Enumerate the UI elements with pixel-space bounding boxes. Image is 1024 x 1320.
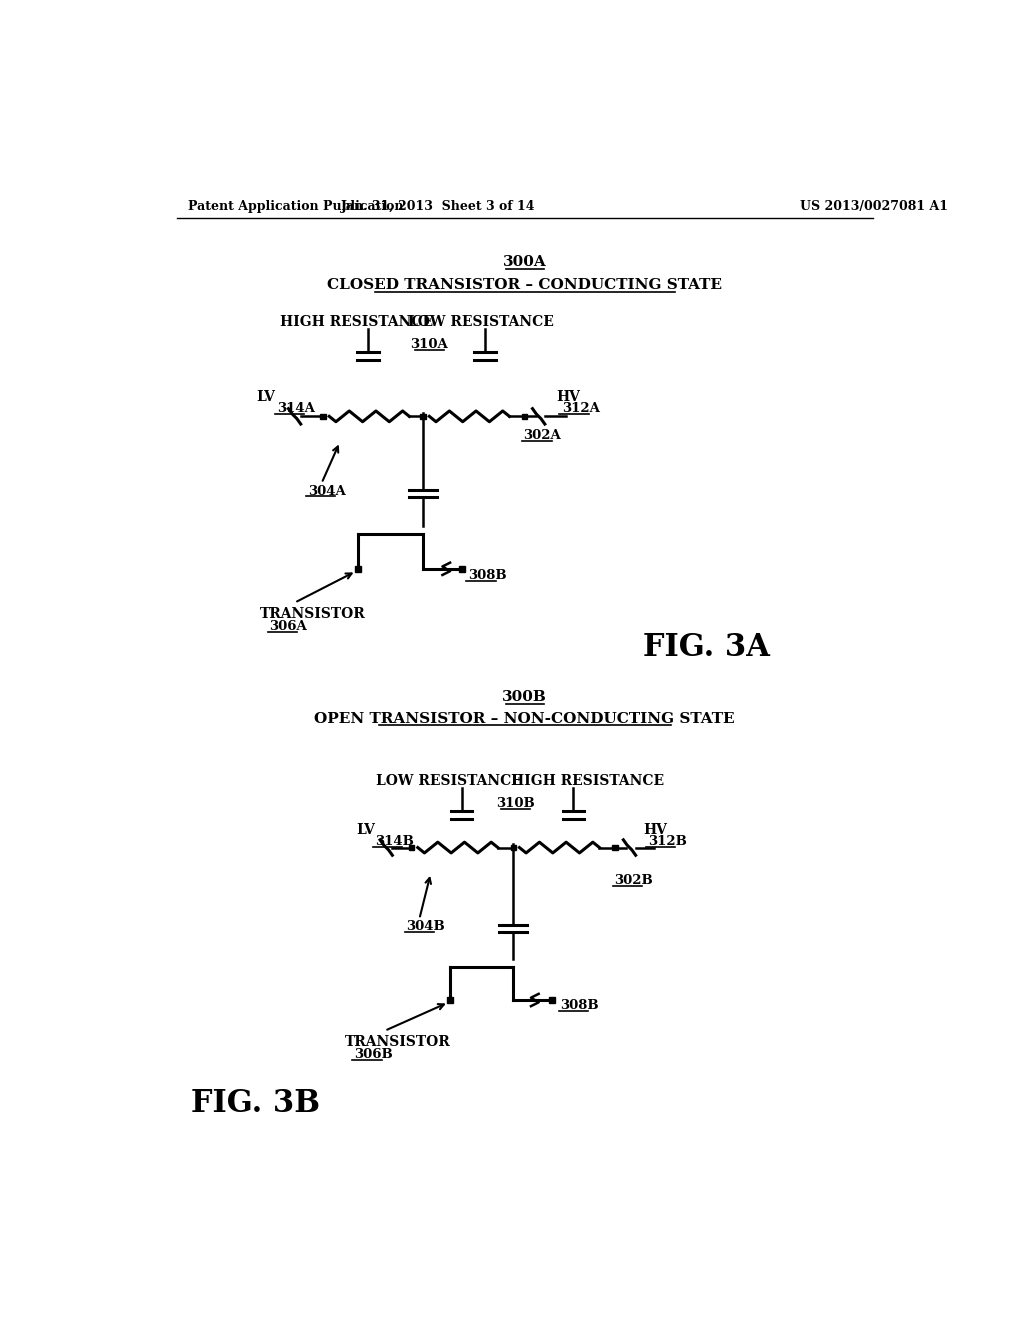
Text: 304A: 304A bbox=[307, 484, 345, 498]
Text: HIGH RESISTANCE: HIGH RESISTANCE bbox=[511, 774, 665, 788]
Polygon shape bbox=[447, 997, 454, 1003]
Text: CLOSED TRANSISTOR – CONDUCTING STATE: CLOSED TRANSISTOR – CONDUCTING STATE bbox=[328, 279, 722, 293]
Text: FIG. 3A: FIG. 3A bbox=[643, 632, 769, 663]
Polygon shape bbox=[549, 997, 555, 1003]
Text: 300A: 300A bbox=[503, 255, 547, 269]
Text: 314A: 314A bbox=[276, 403, 314, 416]
Text: US 2013/0027081 A1: US 2013/0027081 A1 bbox=[801, 199, 948, 213]
Text: OPEN TRANSISTOR – NON-CONDUCTING STATE: OPEN TRANSISTOR – NON-CONDUCTING STATE bbox=[314, 711, 735, 726]
Text: Patent Application Publication: Patent Application Publication bbox=[188, 199, 403, 213]
Polygon shape bbox=[522, 413, 527, 418]
Polygon shape bbox=[421, 413, 426, 418]
Text: 306A: 306A bbox=[269, 620, 307, 634]
Text: 300B: 300B bbox=[503, 690, 547, 705]
Text: TRANSISTOR: TRANSISTOR bbox=[260, 607, 366, 622]
Polygon shape bbox=[354, 566, 360, 572]
Text: HV: HV bbox=[644, 822, 668, 837]
Polygon shape bbox=[321, 413, 326, 418]
Text: 302B: 302B bbox=[614, 874, 653, 887]
Text: HV: HV bbox=[556, 391, 580, 404]
Text: 308B: 308B bbox=[468, 569, 507, 582]
Text: LV: LV bbox=[256, 391, 274, 404]
Text: LOW RESISTANCE: LOW RESISTANCE bbox=[408, 315, 554, 330]
Text: LV: LV bbox=[356, 822, 375, 837]
Text: Jan. 31, 2013  Sheet 3 of 14: Jan. 31, 2013 Sheet 3 of 14 bbox=[341, 199, 536, 213]
Text: 310B: 310B bbox=[497, 797, 535, 810]
Text: 308B: 308B bbox=[560, 999, 599, 1012]
Text: HIGH RESISTANCE: HIGH RESISTANCE bbox=[280, 315, 433, 330]
Text: 314B: 314B bbox=[376, 834, 415, 847]
Polygon shape bbox=[612, 845, 617, 850]
Text: 306B: 306B bbox=[354, 1048, 392, 1061]
Polygon shape bbox=[511, 845, 516, 850]
Text: 310A: 310A bbox=[411, 338, 449, 351]
Text: 312A: 312A bbox=[562, 403, 600, 416]
Text: FIG. 3B: FIG. 3B bbox=[190, 1089, 319, 1119]
Text: TRANSISTOR: TRANSISTOR bbox=[345, 1035, 451, 1049]
Text: 312B: 312B bbox=[648, 834, 687, 847]
Text: LOW RESISTANCE: LOW RESISTANCE bbox=[376, 774, 521, 788]
Polygon shape bbox=[459, 566, 465, 572]
Polygon shape bbox=[409, 845, 415, 850]
Text: 302A: 302A bbox=[523, 429, 561, 442]
Text: 304B: 304B bbox=[407, 920, 445, 933]
